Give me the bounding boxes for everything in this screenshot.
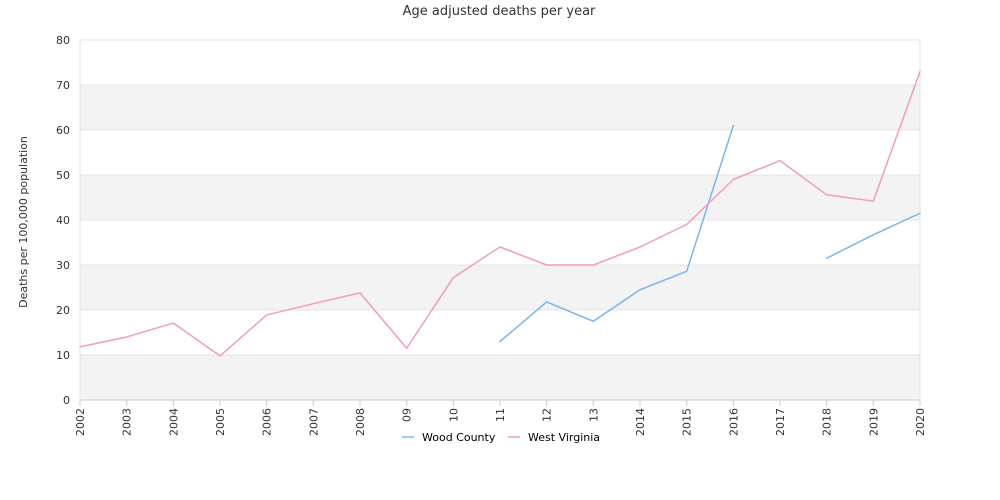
grid-band — [80, 355, 920, 400]
x-tick-label: 2002 — [74, 408, 87, 436]
grid-bands — [80, 40, 920, 400]
x-tick-label: 2014 — [634, 408, 647, 436]
series-line-segment[interactable] — [825, 212, 921, 259]
legend-item-wood-county[interactable]: Wood County — [402, 431, 496, 444]
y-tick-label: 40 — [56, 214, 70, 227]
grid-band — [80, 310, 920, 355]
y-tick-label: 80 — [56, 34, 70, 47]
x-tick-label: 12 — [541, 408, 554, 422]
grid-band — [80, 175, 920, 220]
x-tick-label: 2006 — [261, 408, 274, 436]
series-layer — [79, 70, 921, 357]
x-tick-label: 2019 — [867, 408, 880, 436]
legend[interactable]: Wood County West Virginia — [402, 431, 600, 444]
y-tick-label: 50 — [56, 169, 70, 182]
y-tick-label: 60 — [56, 124, 70, 137]
y-tick-label: 20 — [56, 304, 70, 317]
x-tick-label: 2007 — [307, 408, 320, 436]
grid-band — [80, 265, 920, 310]
x-tick-label: 2004 — [167, 408, 180, 436]
legend-label: Wood County — [422, 431, 496, 444]
x-tick-label: 2003 — [121, 408, 134, 436]
grid-band — [80, 85, 920, 130]
y-tick-label: 10 — [56, 349, 70, 362]
series-west-virginia[interactable] — [79, 70, 921, 357]
x-tick-label: 2017 — [774, 408, 787, 436]
legend-item-west-virginia[interactable]: West Virginia — [508, 431, 600, 444]
x-tick-label: 2015 — [681, 408, 694, 436]
x-axis-ticks: 2002 2003 2004 2005 2006 2007 2008 09 10 11 12 13 20… — [74, 400, 927, 436]
grid-band — [80, 40, 920, 85]
chart-title: Age adjusted deaths per year — [403, 4, 596, 19]
y-axis-ticks: 0 10 20 30 40 50 60 70 80 — [56, 34, 70, 407]
x-tick-label: 2005 — [214, 408, 227, 436]
x-tick-label: 10 — [447, 408, 460, 422]
grid-band — [80, 130, 920, 175]
y-tick-label: 70 — [56, 79, 70, 92]
legend-label: West Virginia — [528, 431, 600, 444]
series-wood-county[interactable] — [499, 124, 921, 343]
x-tick-label: 2020 — [914, 408, 927, 436]
x-tick-label: 2016 — [727, 408, 740, 436]
y-axis-label: Deaths per 100,000 population — [17, 136, 30, 308]
x-tick-label: 09 — [401, 408, 414, 422]
grid-band — [80, 220, 920, 265]
x-tick-label: 2018 — [821, 408, 834, 436]
x-tick-label: 2008 — [354, 408, 367, 436]
x-tick-label: 11 — [494, 408, 507, 422]
x-tick-label: 13 — [587, 408, 600, 422]
series-line-segment[interactable] — [79, 70, 921, 357]
y-tick-label: 30 — [56, 259, 70, 272]
series-line-segment[interactable] — [499, 124, 735, 343]
y-tick-label: 0 — [63, 394, 70, 407]
